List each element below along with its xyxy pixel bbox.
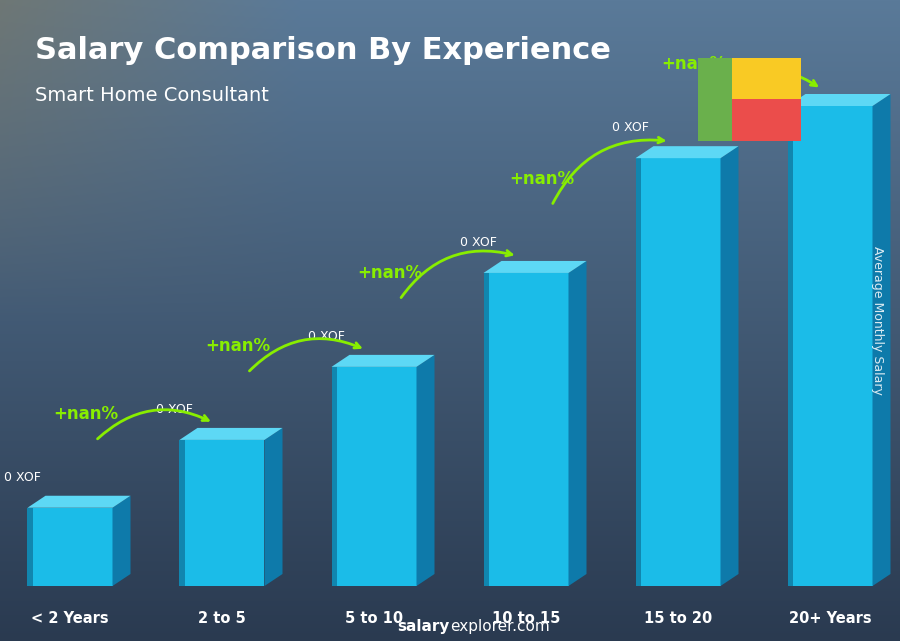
Polygon shape — [635, 146, 739, 158]
Text: 15 to 20: 15 to 20 — [644, 611, 712, 626]
Polygon shape — [28, 495, 130, 508]
Polygon shape — [331, 367, 417, 586]
Polygon shape — [635, 158, 721, 586]
Text: 5 to 10: 5 to 10 — [345, 611, 403, 626]
Text: 0 XOF: 0 XOF — [308, 330, 345, 343]
Polygon shape — [788, 106, 794, 586]
Polygon shape — [331, 355, 435, 367]
Polygon shape — [732, 99, 801, 141]
Polygon shape — [483, 273, 569, 586]
Polygon shape — [635, 158, 642, 586]
Polygon shape — [417, 355, 435, 586]
Text: 10 to 15: 10 to 15 — [491, 611, 560, 626]
Text: +nan%: +nan% — [661, 55, 726, 73]
Polygon shape — [179, 440, 265, 586]
Text: Smart Home Consultant: Smart Home Consultant — [35, 86, 269, 105]
Polygon shape — [112, 495, 130, 586]
Text: 0 XOF: 0 XOF — [460, 236, 497, 249]
Text: Average Monthly Salary: Average Monthly Salary — [871, 246, 884, 395]
Polygon shape — [788, 106, 872, 586]
Text: 0 XOF: 0 XOF — [156, 403, 193, 416]
Text: 0 XOF: 0 XOF — [764, 69, 801, 82]
Text: +nan%: +nan% — [205, 337, 270, 355]
Text: explorer.com: explorer.com — [450, 619, 550, 634]
Text: salary: salary — [398, 619, 450, 634]
Text: Salary Comparison By Experience: Salary Comparison By Experience — [35, 36, 611, 65]
Polygon shape — [872, 94, 890, 586]
Text: +nan%: +nan% — [357, 264, 422, 282]
Polygon shape — [265, 428, 283, 586]
Polygon shape — [721, 146, 739, 586]
Polygon shape — [28, 508, 112, 586]
Polygon shape — [788, 94, 890, 106]
Text: 0 XOF: 0 XOF — [612, 121, 649, 134]
Text: +nan%: +nan% — [508, 170, 574, 188]
Polygon shape — [698, 58, 732, 141]
Polygon shape — [28, 508, 33, 586]
Polygon shape — [179, 440, 185, 586]
Polygon shape — [179, 428, 283, 440]
Text: +nan%: +nan% — [53, 404, 118, 422]
Polygon shape — [483, 261, 587, 273]
Text: 20+ Years: 20+ Years — [788, 611, 871, 626]
Text: < 2 Years: < 2 Years — [32, 611, 109, 626]
Text: 0 XOF: 0 XOF — [4, 470, 40, 484]
Polygon shape — [331, 367, 338, 586]
Polygon shape — [569, 261, 587, 586]
Text: 2 to 5: 2 to 5 — [198, 611, 246, 626]
Polygon shape — [483, 273, 490, 586]
Polygon shape — [732, 58, 801, 99]
